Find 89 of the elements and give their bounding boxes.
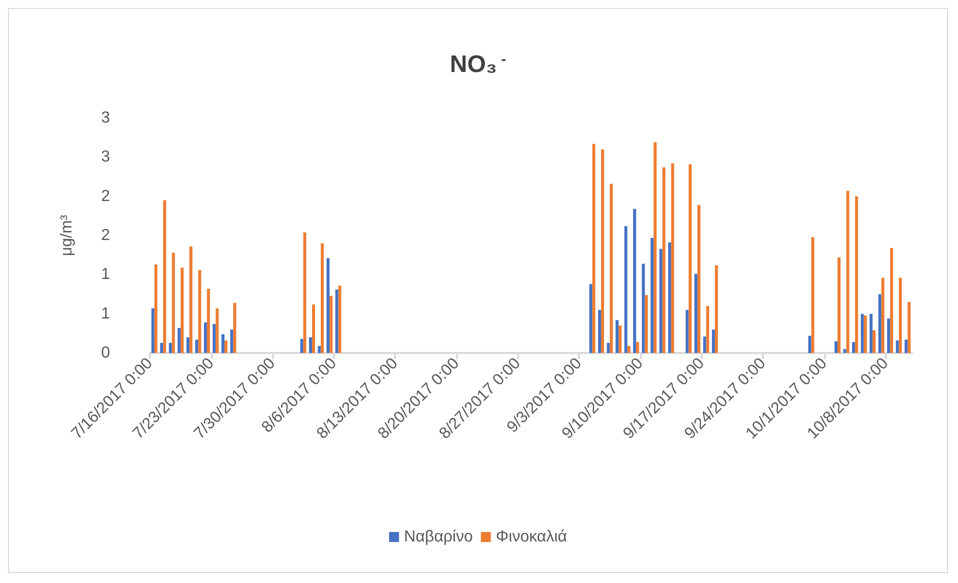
- bar: [870, 314, 873, 353]
- bar: [212, 324, 216, 353]
- bar: [881, 278, 884, 353]
- bar: [878, 294, 882, 353]
- y-tick-label: 0: [101, 344, 110, 362]
- bar: [808, 336, 812, 353]
- bar: [224, 340, 228, 353]
- y-axis-title: μg/m³: [58, 214, 76, 256]
- bar: [898, 278, 902, 353]
- bar: [168, 342, 172, 353]
- bar: [642, 264, 645, 353]
- y-tick-label: 3: [101, 110, 110, 126]
- bar: [598, 310, 602, 353]
- bar: [606, 342, 610, 353]
- bar: [706, 306, 710, 353]
- bar: [198, 270, 202, 353]
- bar: [671, 163, 674, 353]
- bar: [206, 288, 210, 353]
- bar: [230, 330, 234, 353]
- bar: [216, 308, 219, 353]
- bar: [650, 238, 654, 353]
- bar: [204, 322, 207, 353]
- bar: [633, 208, 636, 353]
- bar: [330, 296, 333, 353]
- bar: [659, 248, 662, 353]
- bar: [616, 320, 619, 353]
- bar: [864, 315, 867, 353]
- bar: [644, 295, 648, 353]
- bar: [592, 144, 596, 353]
- bar: [178, 328, 181, 353]
- bar: [855, 196, 858, 353]
- legend-label: Ναβαρίνο: [404, 528, 473, 546]
- y-tick-label: 2: [101, 188, 110, 205]
- bar: [872, 330, 876, 353]
- bar: [668, 242, 672, 353]
- bar: [636, 342, 640, 353]
- bar: [326, 258, 330, 353]
- bar: [318, 346, 321, 353]
- bar: [697, 204, 700, 353]
- bar: [160, 342, 164, 353]
- chart-title: NO₃ -: [450, 51, 506, 78]
- bar: [846, 190, 850, 353]
- bar: [694, 274, 698, 353]
- bar: [589, 284, 592, 353]
- bar: [320, 243, 324, 353]
- bar: [180, 268, 184, 353]
- y-tick-label: 2: [101, 227, 110, 244]
- bar: [601, 149, 604, 353]
- bar: [904, 340, 908, 353]
- bar: [309, 337, 312, 353]
- bar: [654, 142, 657, 353]
- bar: [618, 326, 622, 353]
- bar: [335, 290, 338, 353]
- y-tick-label: 1: [101, 266, 110, 284]
- legend-label: Φινοκαλιά: [496, 528, 567, 546]
- bar: [887, 318, 890, 353]
- bar: [610, 184, 613, 353]
- bar: [154, 264, 158, 353]
- bar: [811, 237, 814, 353]
- bar: [195, 340, 198, 353]
- bar: [300, 338, 304, 353]
- bar: [890, 248, 894, 353]
- bar: [303, 232, 306, 353]
- bar: [714, 265, 718, 353]
- bar: [627, 346, 630, 353]
- bar: [860, 314, 864, 353]
- bar: [686, 310, 689, 353]
- bar: [189, 246, 192, 353]
- bar: [852, 342, 856, 353]
- bar: [624, 226, 628, 353]
- bar: [221, 334, 224, 353]
- bar: [186, 337, 190, 353]
- bar: [233, 302, 236, 353]
- bar: [838, 257, 841, 353]
- bar: [151, 308, 154, 353]
- y-tick-label: 3: [101, 148, 110, 166]
- bar: [896, 340, 899, 353]
- bar: [834, 341, 838, 353]
- bar: [172, 252, 175, 353]
- bar: [163, 200, 166, 353]
- bar: [688, 164, 692, 353]
- bar: [908, 302, 911, 353]
- bar: [662, 167, 666, 353]
- bar: [712, 330, 715, 353]
- y-tick-label: 1: [101, 305, 110, 322]
- bar: [703, 336, 706, 353]
- bar: [843, 349, 846, 353]
- bar: [338, 286, 342, 353]
- bar: [312, 304, 316, 353]
